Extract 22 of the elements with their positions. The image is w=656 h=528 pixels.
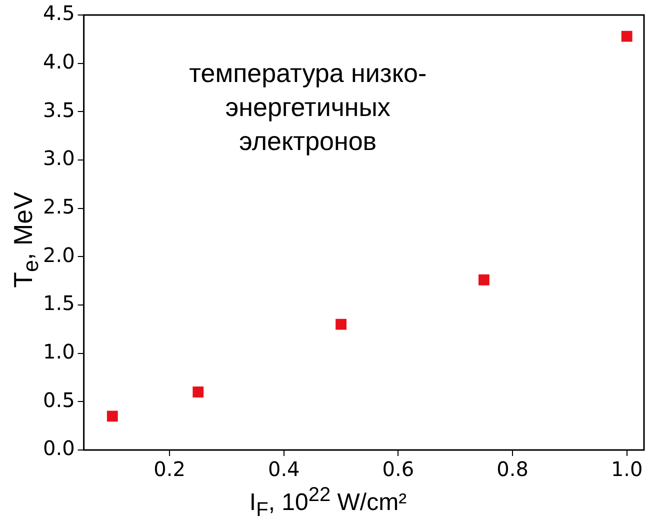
x-axis-title: I$_{F}$, 10$^{22}$ W/cm² [248,484,408,521]
y-tick-label: 2.0 [42,242,75,267]
y-tick-label: 3.5 [42,98,75,122]
y-tick-label: 0.0 [42,436,75,460]
y-tick-label: 2.5 [42,194,75,219]
point [336,318,346,330]
point [621,30,632,42]
y-tick-label: 0.5 [42,388,75,412]
y-tick-label: 1.0 [42,340,75,364]
point [192,386,204,398]
x-tick-label: 0.2 [154,457,186,482]
y-tick-label: 3.0 [42,146,75,170]
x-tick-label: 0.6 [382,457,414,482]
y-tick-label: 4.5 [42,1,75,26]
annotation: температура низко- энергетичных электронов [189,58,427,156]
x-tick-label: 0.4 [268,457,300,482]
point [106,410,118,422]
y-tick-label: 1.5 [42,291,75,316]
point [478,274,490,286]
x-tick-label: 1.0 [610,457,643,482]
x-tick-label: 0.8 [496,457,528,482]
y-tick-label: 4.0 [42,50,75,74]
